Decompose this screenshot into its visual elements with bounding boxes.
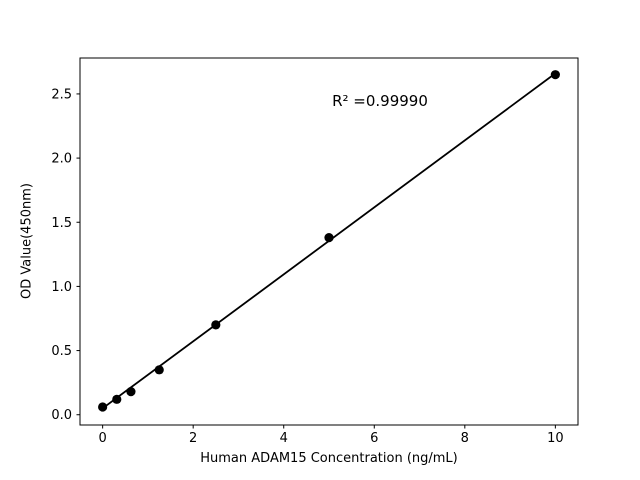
r-squared-annotation: R² =0.99990: [332, 92, 428, 110]
data-point: [550, 70, 560, 80]
plot-frame: [79, 57, 579, 426]
data-point: [211, 320, 221, 330]
x-axis-label: Human ADAM15 Concentration (ng/mL): [200, 451, 458, 466]
x-tick-label: 10: [547, 431, 564, 446]
y-axis-label: OD Value(450nm): [19, 183, 35, 299]
data-point: [154, 365, 164, 375]
data-point: [126, 387, 136, 397]
x-tick-label: 2: [189, 431, 197, 446]
y-tick-label: 0.0: [51, 408, 72, 423]
y-tick-label: 2.5: [51, 87, 72, 102]
y-tick-label: 2.0: [51, 152, 72, 167]
x-tick-label: 0: [98, 431, 106, 446]
x-tick-label: 4: [280, 431, 288, 446]
data-point: [112, 394, 122, 404]
y-tick-label: 1.5: [51, 216, 72, 231]
x-tick-label: 6: [370, 431, 378, 446]
data-point: [98, 402, 108, 412]
data-point: [324, 233, 334, 243]
y-tick-label: 1.0: [51, 280, 72, 295]
x-tick-label: 8: [461, 431, 469, 446]
y-tick-label: 0.5: [51, 344, 72, 359]
